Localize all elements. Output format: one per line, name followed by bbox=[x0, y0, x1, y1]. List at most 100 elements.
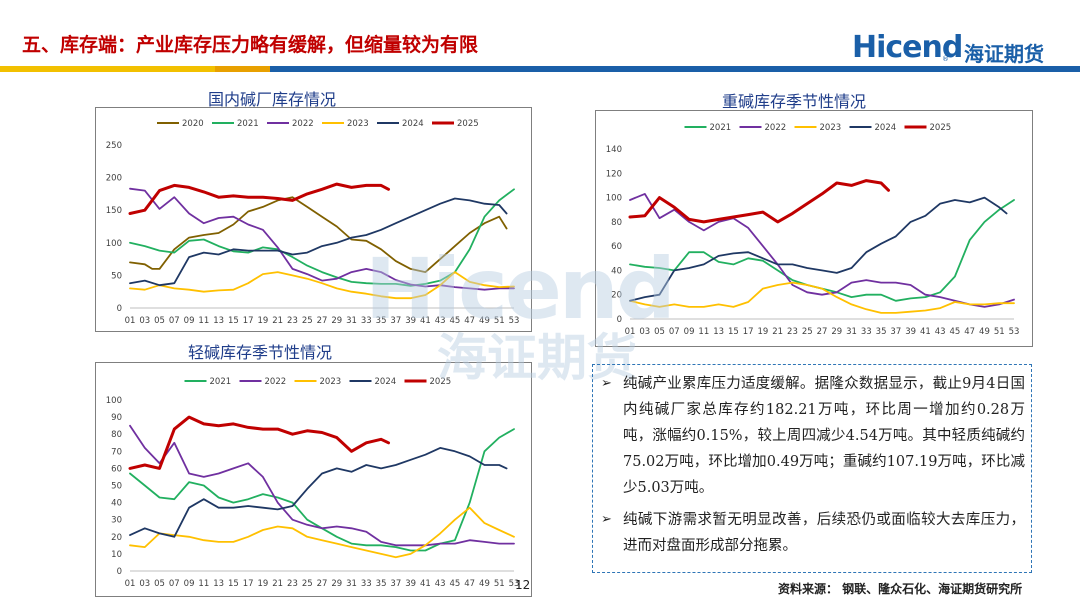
y-tick-label: 50 bbox=[111, 271, 122, 281]
x-tick-label: 49 bbox=[479, 579, 490, 589]
x-tick-label: 03 bbox=[139, 316, 150, 326]
y-tick-label: 80 bbox=[111, 430, 122, 440]
y-tick-label: 250 bbox=[106, 141, 122, 151]
x-tick-label: 51 bbox=[994, 327, 1005, 337]
x-tick-label: 15 bbox=[228, 316, 239, 326]
y-tick-label: 70 bbox=[111, 447, 122, 457]
y-tick-label: 30 bbox=[111, 516, 122, 526]
x-tick-label: 23 bbox=[287, 316, 298, 326]
legend-label-2020: 2020 bbox=[182, 119, 204, 129]
series-line-2020 bbox=[129, 196, 508, 274]
x-tick-label: 29 bbox=[331, 316, 342, 326]
x-tick-label: 07 bbox=[169, 316, 180, 326]
x-tick-label: 41 bbox=[920, 327, 931, 337]
legend-label-2022: 2022 bbox=[765, 123, 787, 133]
x-tick-label: 43 bbox=[435, 579, 446, 589]
x-tick-label: 13 bbox=[713, 327, 724, 337]
series-line-2022 bbox=[129, 424, 515, 547]
x-tick-label: 47 bbox=[464, 579, 475, 589]
y-tick-label: 60 bbox=[611, 242, 622, 252]
legend-label-2021: 2021 bbox=[210, 377, 232, 387]
logo-registered-mark: ® bbox=[942, 55, 949, 63]
legend-label-2025: 2025 bbox=[430, 377, 452, 387]
x-tick-label: 53 bbox=[509, 316, 520, 326]
x-tick-label: 27 bbox=[317, 316, 328, 326]
x-tick-label: 41 bbox=[420, 316, 431, 326]
x-tick-label: 53 bbox=[1009, 327, 1020, 337]
source-note: 资料来源： 钢联、隆众石化、海证期货研究所 bbox=[778, 582, 1023, 596]
x-tick-label: 11 bbox=[198, 579, 209, 589]
x-tick-label: 45 bbox=[450, 316, 461, 326]
series-line-2024 bbox=[629, 196, 1008, 302]
x-tick-label: 21 bbox=[272, 579, 283, 589]
legend-label-2025: 2025 bbox=[457, 119, 479, 129]
commentary-box: ➢ 纯碱产业累库压力适度缓解。据隆众数据显示，截止9月4日国内纯碱厂家总库存约1… bbox=[592, 364, 1032, 573]
x-tick-label: 15 bbox=[228, 579, 239, 589]
legend-label-2021: 2021 bbox=[710, 123, 732, 133]
x-tick-label: 33 bbox=[361, 579, 372, 589]
y-tick-label: 200 bbox=[106, 174, 122, 184]
series-line-2022 bbox=[129, 187, 515, 291]
x-tick-label: 03 bbox=[639, 327, 650, 337]
brand-logo: Hicend ® 海证期货 bbox=[852, 28, 1062, 68]
x-tick-label: 49 bbox=[479, 316, 490, 326]
series-line-2023 bbox=[129, 506, 515, 559]
legend-label-2022: 2022 bbox=[292, 119, 314, 129]
y-tick-label: 100 bbox=[106, 239, 122, 249]
x-tick-label: 21 bbox=[772, 327, 783, 337]
x-tick-label: 13 bbox=[213, 579, 224, 589]
x-tick-label: 19 bbox=[258, 579, 269, 589]
x-tick-label: 31 bbox=[846, 327, 857, 337]
y-tick-label: 100 bbox=[606, 194, 622, 204]
x-tick-label: 51 bbox=[494, 316, 505, 326]
legend-label-2021: 2021 bbox=[237, 119, 259, 129]
divider-orange-segment bbox=[215, 66, 270, 72]
x-tick-label: 01 bbox=[125, 579, 136, 589]
x-tick-label: 17 bbox=[243, 316, 254, 326]
x-tick-label: 23 bbox=[287, 579, 298, 589]
x-tick-label: 05 bbox=[654, 327, 665, 337]
chart2-plot: 0 20 40 60 80 100 120 140 01 03 05 07 09 11 13 15 17 19 21… bbox=[606, 123, 1020, 337]
chart3-frame: 0 10 20 30 40 50 60 70 80 90 100 01 03 05 07 09 11 13 15 17… bbox=[95, 362, 532, 597]
x-tick-label: 05 bbox=[154, 579, 165, 589]
header-divider-bar bbox=[0, 66, 1080, 72]
x-tick-label: 41 bbox=[420, 579, 431, 589]
page-number: 12 bbox=[515, 578, 531, 592]
commentary-text-2: 纯碱下游需求暂无明显改善，后续恐仍或面临较大去库压力，进而对盘面形成部分拖累。 bbox=[623, 512, 1025, 554]
legend-label-2025: 2025 bbox=[930, 123, 952, 133]
bullet-arrow-icon: ➢ bbox=[601, 376, 612, 391]
x-tick-label: 35 bbox=[876, 327, 887, 337]
x-tick-label: 31 bbox=[346, 579, 357, 589]
series-line-2024 bbox=[129, 197, 508, 287]
series-line-2023 bbox=[629, 281, 1015, 314]
y-tick-label: 0 bbox=[117, 304, 122, 314]
chart2-frame: 0 20 40 60 80 100 120 140 01 03 05 07 09 11 13 15 17 19 21… bbox=[595, 110, 1033, 347]
x-tick-label: 43 bbox=[435, 316, 446, 326]
x-tick-label: 07 bbox=[669, 327, 680, 337]
x-tick-label: 29 bbox=[331, 579, 342, 589]
x-tick-label: 39 bbox=[405, 579, 416, 589]
commentary-bullet-1: ➢ 纯碱产业累库压力适度缓解。据隆众数据显示，截止9月4日国内纯碱厂家总库存约1… bbox=[601, 371, 1025, 501]
x-tick-label: 27 bbox=[817, 327, 828, 337]
legend-label-2023: 2023 bbox=[820, 123, 842, 133]
x-tick-label: 33 bbox=[861, 327, 872, 337]
series-line-2022 bbox=[629, 193, 1015, 308]
y-tick-label: 150 bbox=[106, 206, 122, 216]
x-tick-label: 09 bbox=[184, 316, 195, 326]
x-tick-label: 19 bbox=[258, 316, 269, 326]
logo-text-cn: 海证期货 bbox=[964, 42, 1044, 66]
x-tick-label: 53 bbox=[509, 579, 520, 589]
x-tick-label: 19 bbox=[758, 327, 769, 337]
x-tick-label: 27 bbox=[317, 579, 328, 589]
x-tick-label: 39 bbox=[905, 327, 916, 337]
x-tick-label: 09 bbox=[684, 327, 695, 337]
page-title: 五、库存端：产业库存压力略有缓解，但缩量较为有限 bbox=[22, 34, 479, 56]
x-tick-label: 15 bbox=[728, 327, 739, 337]
chart1-plot: 0 50 100 150 200 250 01 03 05 07 09 11 13 15 17 19 21 23 2… bbox=[106, 119, 520, 326]
x-tick-label: 31 bbox=[346, 316, 357, 326]
x-tick-label: 11 bbox=[698, 327, 709, 337]
x-tick-label: 09 bbox=[184, 579, 195, 589]
x-tick-label: 29 bbox=[831, 327, 842, 337]
x-tick-label: 23 bbox=[787, 327, 798, 337]
x-tick-label: 03 bbox=[139, 579, 150, 589]
